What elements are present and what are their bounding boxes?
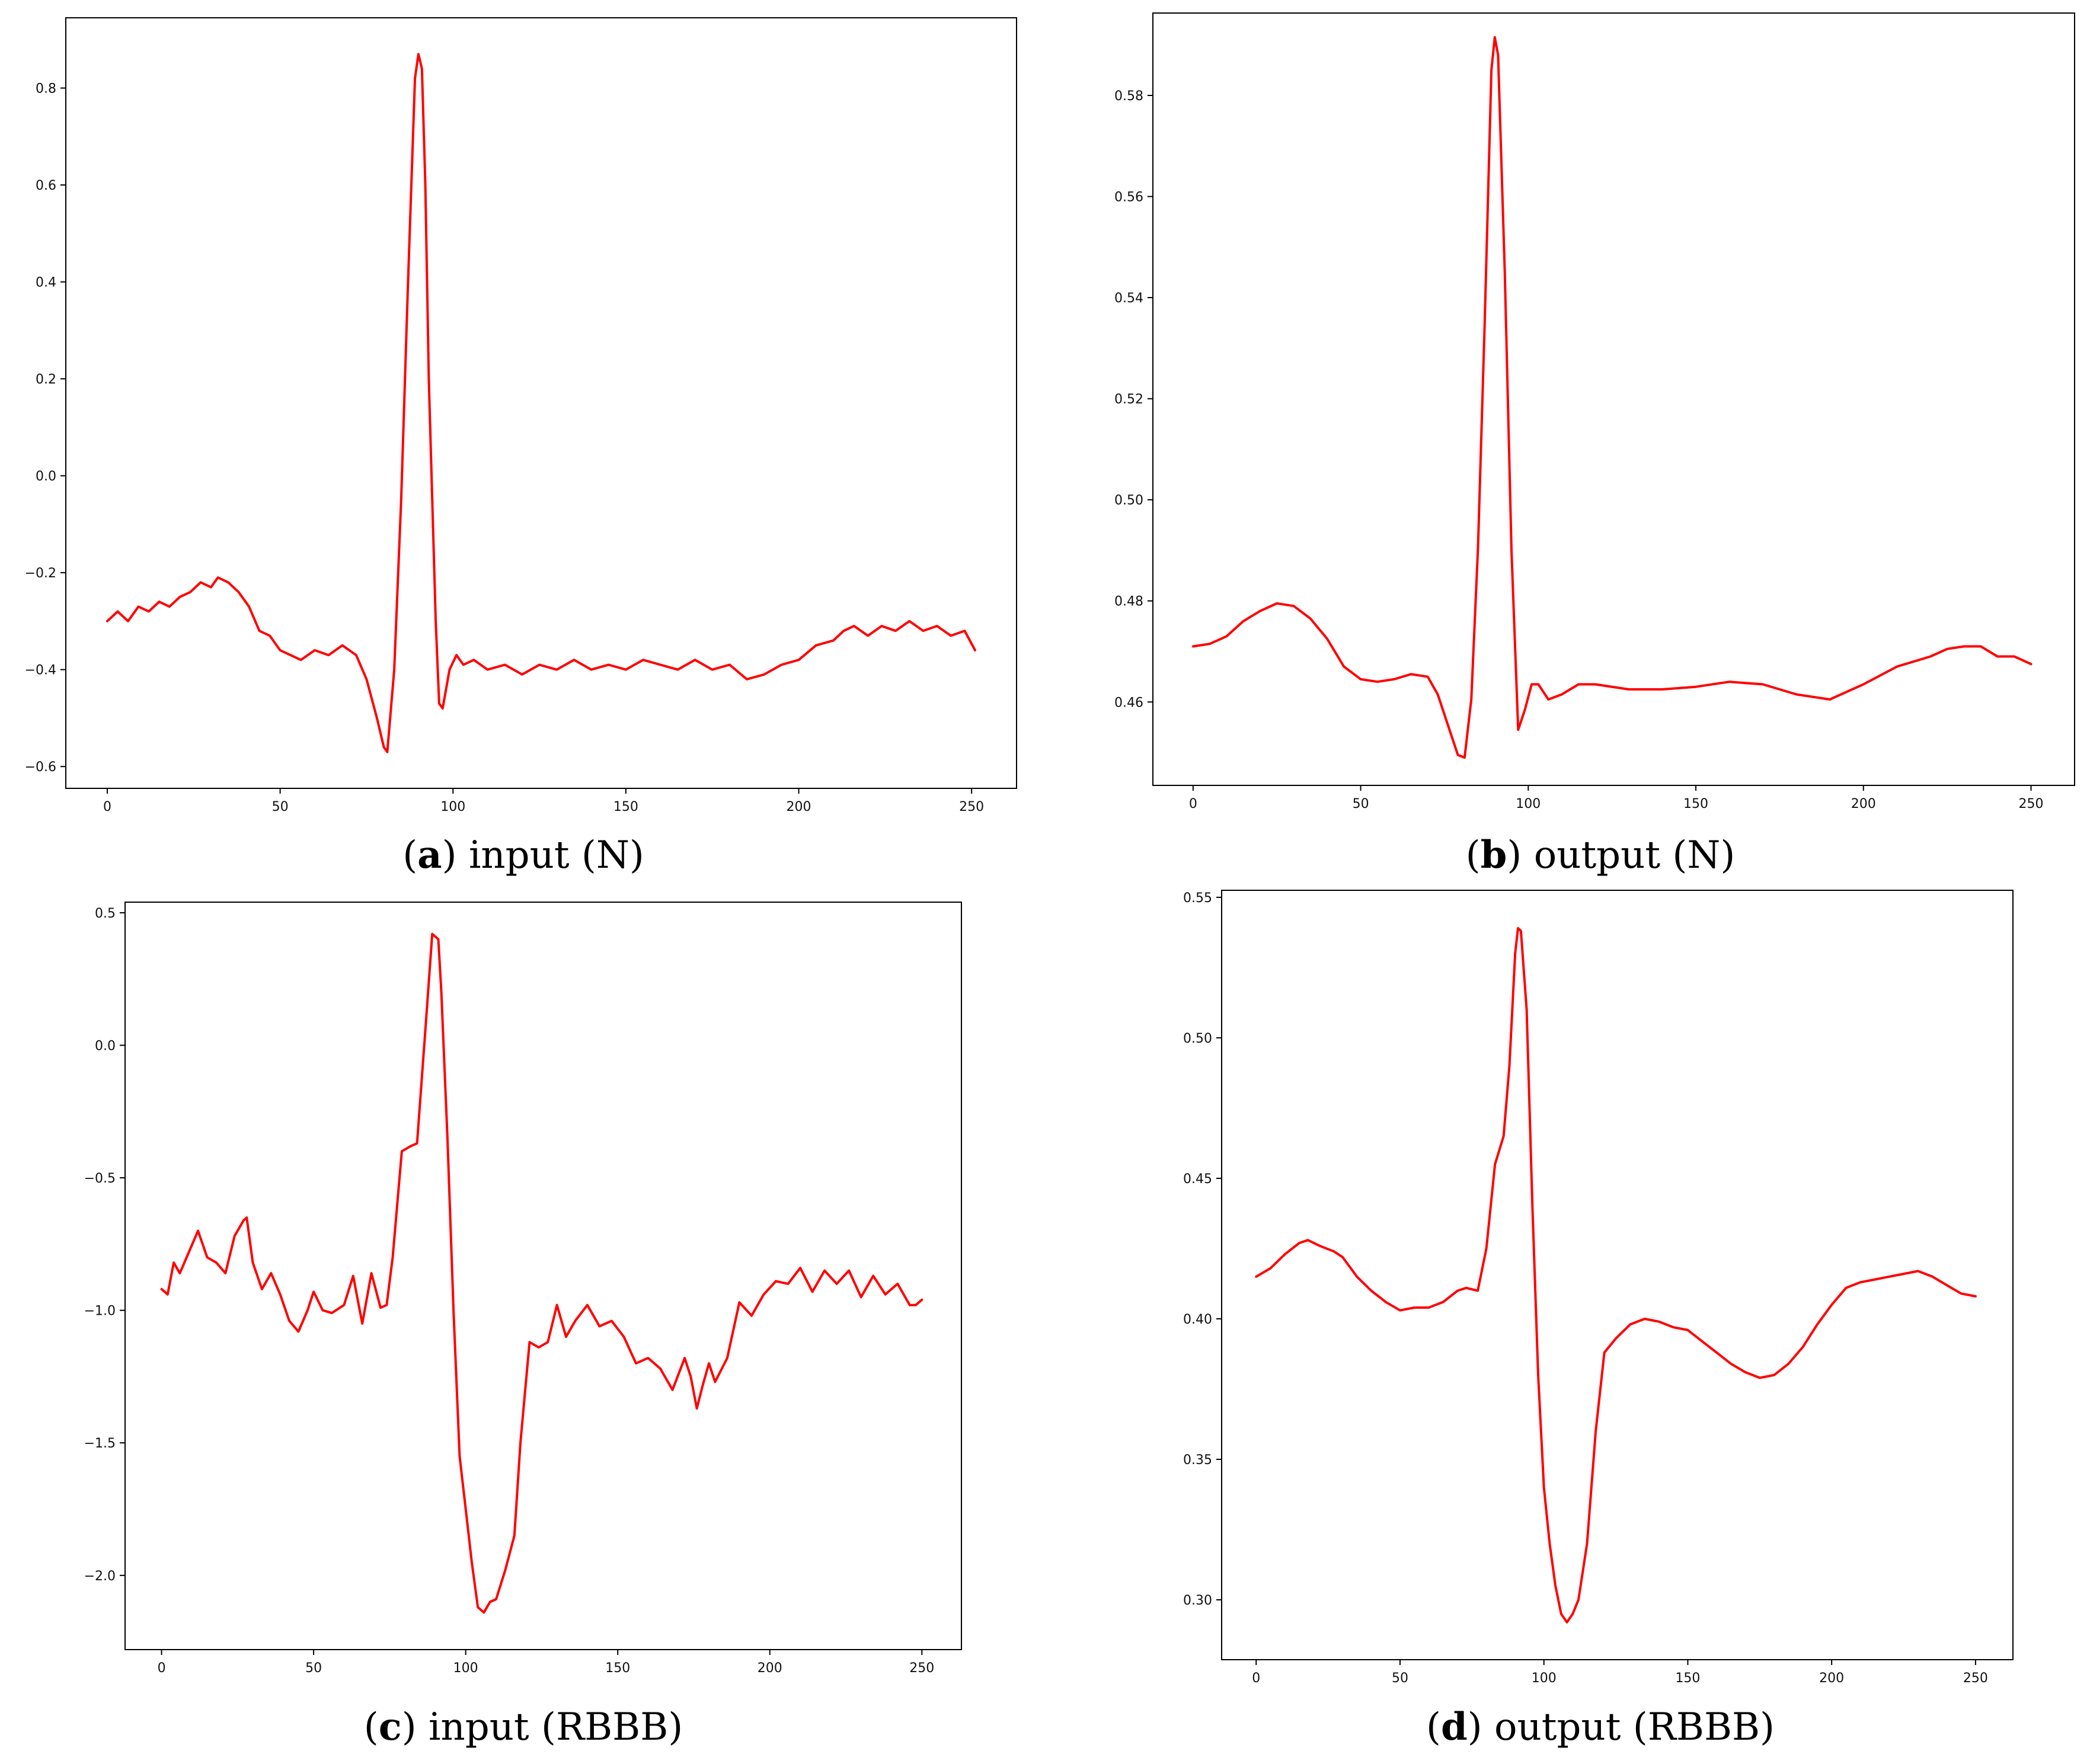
x-tick-label: 200 [1851,797,1876,811]
y-tick-label: 0.45 [1183,1172,1212,1187]
y-tick-label: 0.54 [1114,291,1143,306]
caption-c: (c) input (RBBB) [364,1705,683,1749]
axes-frame [65,17,1017,789]
x-tick-label: 250 [959,800,984,814]
x-tick-label: 100 [1516,797,1541,811]
y-tick-label: 0.2 [36,372,56,387]
axes-frame [124,902,962,1650]
x-tick-label: 150 [605,1661,630,1676]
axes-frame [1221,890,2014,1660]
panel-d: 0 50 100 150 200 2500.300.350.400.450.500.55 … [1183,890,2014,1749]
signal-line [1191,36,2033,759]
x-tick-label: 100 [440,800,465,814]
y-tick-label: 0.0 [36,469,56,484]
x-tick-label: 50 [272,800,289,814]
y-tick-label: −1.5 [84,1436,116,1451]
caption-text: output (N) [1534,833,1736,877]
caption-d: (d) output (RBBB) [1426,1705,1775,1749]
caption-letter: d [1441,1705,1468,1749]
signal-line [160,932,923,1614]
caption-letter: a [417,833,442,877]
plot-output-n: 0 50 100 150 200 250 0.46 0.48 0.50 0.52 0.54 0.56 0… [1114,12,2075,811]
y-tick-label: 0.50 [1114,493,1143,508]
signal-line [106,53,976,753]
y-tick-label: −0.5 [84,1171,116,1186]
y-tick-label: 0.0 [95,1038,116,1053]
y-tick-label: 0.46 [1114,695,1143,710]
y-tick-label: −0.4 [25,663,56,678]
plot-output-rbbb: 0 50 100 150 200 250 0.30 0.35 0.40 0.45 0.50 0.55 [1183,890,2014,1686]
x-tick-label: 0 [158,1661,166,1676]
caption-letter: b [1481,833,1507,877]
x-tick-label: 0 [103,800,111,814]
plot-input-rbbb: 0 50 100 150 200 250 −2.0 −1.5 −1.0 −0.5 0.0 0.5 [84,902,962,1676]
y-tick-label: −0.2 [25,566,56,581]
y-tick-label: 0.8 [36,82,56,97]
caption-letter: c [379,1705,402,1749]
caption-b: (b) output (N) [1466,833,1736,877]
y-tick-label: −0.6 [25,760,56,775]
panel-c: 0 50 100 150 200 250 −2.0 −1.5 −1.0 −0.5 0.0 0.5 (c… [84,902,962,1749]
caption-text: input (RBBB) [429,1705,683,1749]
y-tick-label: 0.4 [36,276,56,290]
y-tick-label: 0.52 [1114,392,1143,407]
y-tick-label: 0.5 [95,906,116,921]
y-tick-label: 0.50 [1183,1031,1212,1046]
x-tick-label: 150 [1683,797,1708,811]
axes-frame [1152,12,2075,786]
x-tick-label: 0 [1189,797,1197,811]
caption-text: output (RBBB) [1494,1705,1775,1749]
plot-input-n: 0 50 100 150 200 250 −0.6 −0.4 −0.2 0.0 0.2 0.4 0.6 0… [25,17,1017,814]
x-tick-label: 250 [909,1661,934,1676]
x-tick-label: 50 [305,1661,322,1676]
y-tick-label: 0.58 [1114,89,1143,104]
signal-line [1255,927,1977,1624]
caption-a: (a) input (N) [402,833,644,877]
y-tick-label: −2.0 [84,1569,116,1584]
y-tick-label: 0.48 [1114,595,1143,609]
x-tick-label: 50 [1353,797,1369,811]
y-tick-label: 0.6 [36,178,56,193]
x-tick-label: 100 [1532,1671,1557,1686]
x-tick-label: 150 [613,800,638,814]
x-tick-label: 100 [453,1661,478,1676]
x-tick-label: 200 [758,1661,782,1676]
x-tick-label: 250 [1963,1671,1988,1686]
x-tick-label: 150 [1675,1671,1700,1686]
x-tick-label: 0 [1252,1671,1260,1686]
caption-text: input (N) [469,833,644,877]
y-tick-label: 0.30 [1183,1593,1212,1608]
y-tick-label: 0.55 [1183,891,1212,906]
x-tick-label: 50 [1392,1671,1408,1686]
panel-a: 0 50 100 150 200 250 −0.6 −0.4 −0.2 0.0 0.2 0.4 0.6 0… [25,17,1017,877]
y-tick-label: 0.40 [1183,1312,1212,1327]
x-tick-label: 250 [2018,797,2043,811]
x-tick-label: 200 [787,800,811,814]
y-tick-label: 0.35 [1183,1453,1212,1468]
y-tick-label: −1.0 [84,1304,116,1319]
y-tick-label: 0.56 [1114,190,1143,205]
x-tick-label: 200 [1819,1671,1844,1686]
panel-b: 0 50 100 150 200 250 0.46 0.48 0.50 0.52 0.54 0.56 0… [1114,12,2075,877]
